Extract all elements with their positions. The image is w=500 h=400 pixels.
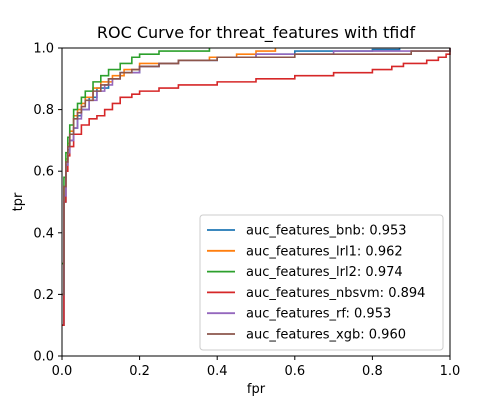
x-tick-label: 0.6 [284, 364, 305, 379]
series-line-2 [62, 48, 211, 265]
plot-area [62, 48, 451, 326]
y-axis-label: tpr [11, 192, 26, 211]
legend-label-5: auc_features_xgb: 0.960 [246, 328, 406, 343]
series-line-4 [62, 48, 451, 296]
x-tick-label: 0.8 [362, 364, 383, 379]
y-axis-ticks: 0.0 0.2 0.4 0.6 0.8 1.0 [33, 42, 62, 365]
legend: auc_features_bnb: 0.953 auc_features_lrl1… [199, 214, 444, 351]
y-tick-label: 0.8 [33, 103, 54, 118]
x-axis-label: fpr [247, 382, 266, 397]
y-tick-label: 0.2 [33, 288, 54, 303]
legend-label-1: auc_features_lrl1: 0.962 [246, 244, 403, 259]
x-tick-label: 0.0 [52, 364, 73, 379]
chart-title: ROC Curve for threat_features with tfidf [97, 23, 416, 43]
legend-box [199, 214, 444, 351]
y-tick-label: 1.0 [33, 42, 54, 57]
legend-label-3: auc_features_nbsvm: 0.894 [246, 286, 425, 301]
legend-label-4: auc_features_rf: 0.953 [246, 307, 391, 322]
x-tick-label: 0.2 [129, 364, 150, 379]
series-line-3 [62, 48, 451, 326]
y-tick-label: 0.6 [33, 165, 54, 180]
series-line-5 [62, 48, 451, 296]
y-tick-label: 0.0 [33, 350, 54, 365]
legend-label-2: auc_features_lrl2: 0.974 [246, 265, 403, 280]
y-tick-label: 0.4 [33, 226, 54, 241]
x-tick-label: 1.0 [440, 364, 461, 379]
legend-label-0: auc_features_bnb: 0.953 [246, 224, 407, 239]
x-axis-ticks: 0.0 0.2 0.4 0.6 0.8 1.0 [52, 356, 461, 379]
x-tick-label: 0.4 [207, 364, 228, 379]
axes-frame [61, 47, 451, 357]
